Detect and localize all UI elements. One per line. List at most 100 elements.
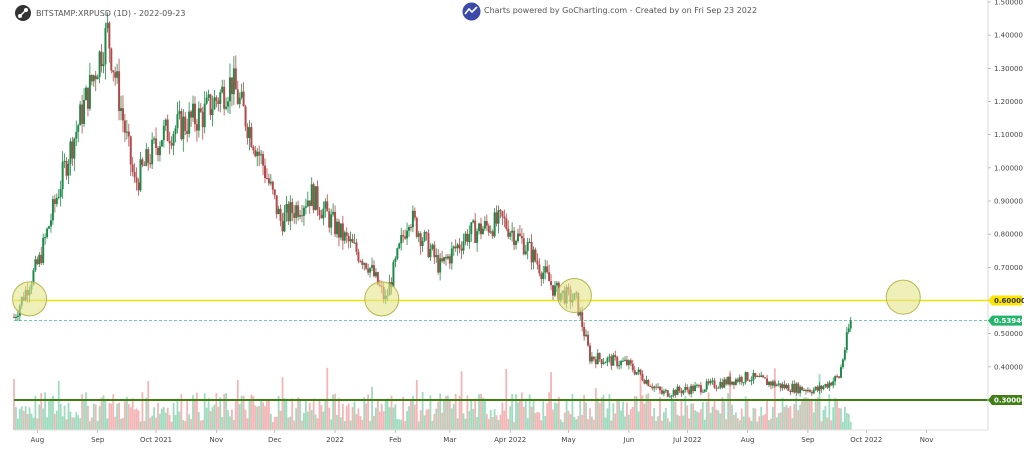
volume-bar	[810, 398, 813, 430]
candle-body	[526, 242, 529, 251]
candle-body	[228, 77, 231, 102]
candle-body	[149, 162, 152, 165]
volume-bar	[676, 414, 679, 430]
volume-bar	[404, 421, 407, 430]
candle-body	[474, 220, 477, 243]
volume-bar	[308, 402, 311, 430]
candle-body	[678, 386, 681, 391]
volume-bar	[324, 399, 327, 430]
volume-bar	[231, 409, 233, 430]
candle-body	[534, 249, 537, 261]
volume-bar	[166, 407, 169, 430]
volume-bar	[30, 413, 33, 430]
candle-body	[125, 131, 128, 133]
volume-bar	[258, 406, 261, 430]
candle-body	[129, 136, 132, 165]
candle-body	[524, 250, 527, 255]
volume-bar	[571, 393, 574, 430]
volume-bar	[431, 421, 434, 430]
volume-bar	[768, 420, 770, 430]
candle-body	[215, 97, 218, 101]
candle-body	[339, 223, 342, 238]
volume-bar	[281, 377, 284, 430]
volume-bar	[359, 415, 362, 430]
candle-body	[592, 356, 595, 360]
volume-bar	[433, 413, 436, 430]
volume-bar	[664, 407, 667, 430]
volume-bar	[207, 398, 210, 430]
volume-bar	[783, 407, 786, 430]
candle-body	[822, 386, 825, 390]
volume-bar	[766, 400, 768, 430]
volume-bar	[474, 398, 477, 430]
volume-bar	[141, 392, 144, 430]
candle-body	[242, 91, 245, 107]
candle-body	[612, 355, 615, 366]
x-tick-label: Feb	[389, 436, 402, 444]
candle-body	[279, 208, 282, 221]
chart-credit: Charts powered by GoCharting.com - Creat…	[484, 6, 758, 15]
candle-body	[73, 138, 76, 159]
candle-body	[845, 332, 848, 351]
candle-body	[448, 256, 451, 264]
candle-body	[151, 139, 154, 165]
volume-bar	[707, 392, 710, 430]
volume-bar	[709, 412, 712, 430]
candle-body	[283, 212, 286, 232]
candle-body	[754, 373, 757, 377]
candle-body	[53, 199, 56, 204]
candle-body	[302, 207, 305, 216]
candle-body	[697, 384, 700, 386]
volume-bar	[688, 418, 691, 430]
candle-body	[585, 334, 588, 337]
candle-body	[711, 380, 714, 382]
volume-bar	[515, 394, 517, 430]
volume-bar	[127, 404, 130, 430]
volume-bar	[489, 409, 492, 430]
candle-body	[223, 86, 226, 109]
candle-body	[616, 357, 619, 367]
volume-bar	[279, 410, 282, 430]
candle-body	[248, 127, 251, 139]
candle-body	[664, 390, 667, 392]
candle-body	[690, 385, 693, 394]
candle-body	[598, 353, 601, 360]
volume-bar	[75, 412, 78, 430]
level-tag-green-label: 0.30000	[994, 397, 1024, 405]
volume-bar	[657, 416, 659, 430]
volume-bar	[371, 386, 373, 430]
volume-bar	[437, 401, 440, 430]
volume-bar	[133, 409, 136, 430]
candle-body	[44, 236, 47, 238]
volume-bar	[295, 408, 298, 430]
candle-body	[635, 372, 638, 375]
volume-bar	[361, 419, 364, 430]
candle-body	[36, 259, 39, 265]
candle-body	[357, 251, 360, 262]
candle-body	[75, 131, 78, 139]
candle-body	[324, 201, 327, 209]
candle-body	[308, 200, 311, 207]
candle-body	[299, 215, 302, 217]
volume-bar	[269, 413, 272, 430]
volume-bar	[273, 417, 276, 430]
annotation-circle	[885, 279, 921, 315]
candle-body	[371, 265, 374, 268]
volume-bar	[153, 407, 155, 430]
candle-body	[499, 210, 502, 212]
candle-body	[285, 204, 288, 213]
candle-body	[540, 273, 543, 279]
candle-body	[551, 285, 554, 296]
candle-body	[727, 376, 730, 385]
volume-bar	[487, 419, 490, 430]
volume-bar	[476, 417, 479, 430]
candle-body	[762, 375, 765, 378]
volume-bar	[793, 404, 796, 430]
candle-body	[812, 389, 815, 394]
volume-bar	[170, 421, 173, 430]
candle-body	[824, 384, 827, 387]
volume-bar	[519, 399, 521, 430]
candle-body	[731, 381, 734, 385]
candle-body	[435, 255, 438, 258]
volume-bar	[690, 403, 693, 430]
